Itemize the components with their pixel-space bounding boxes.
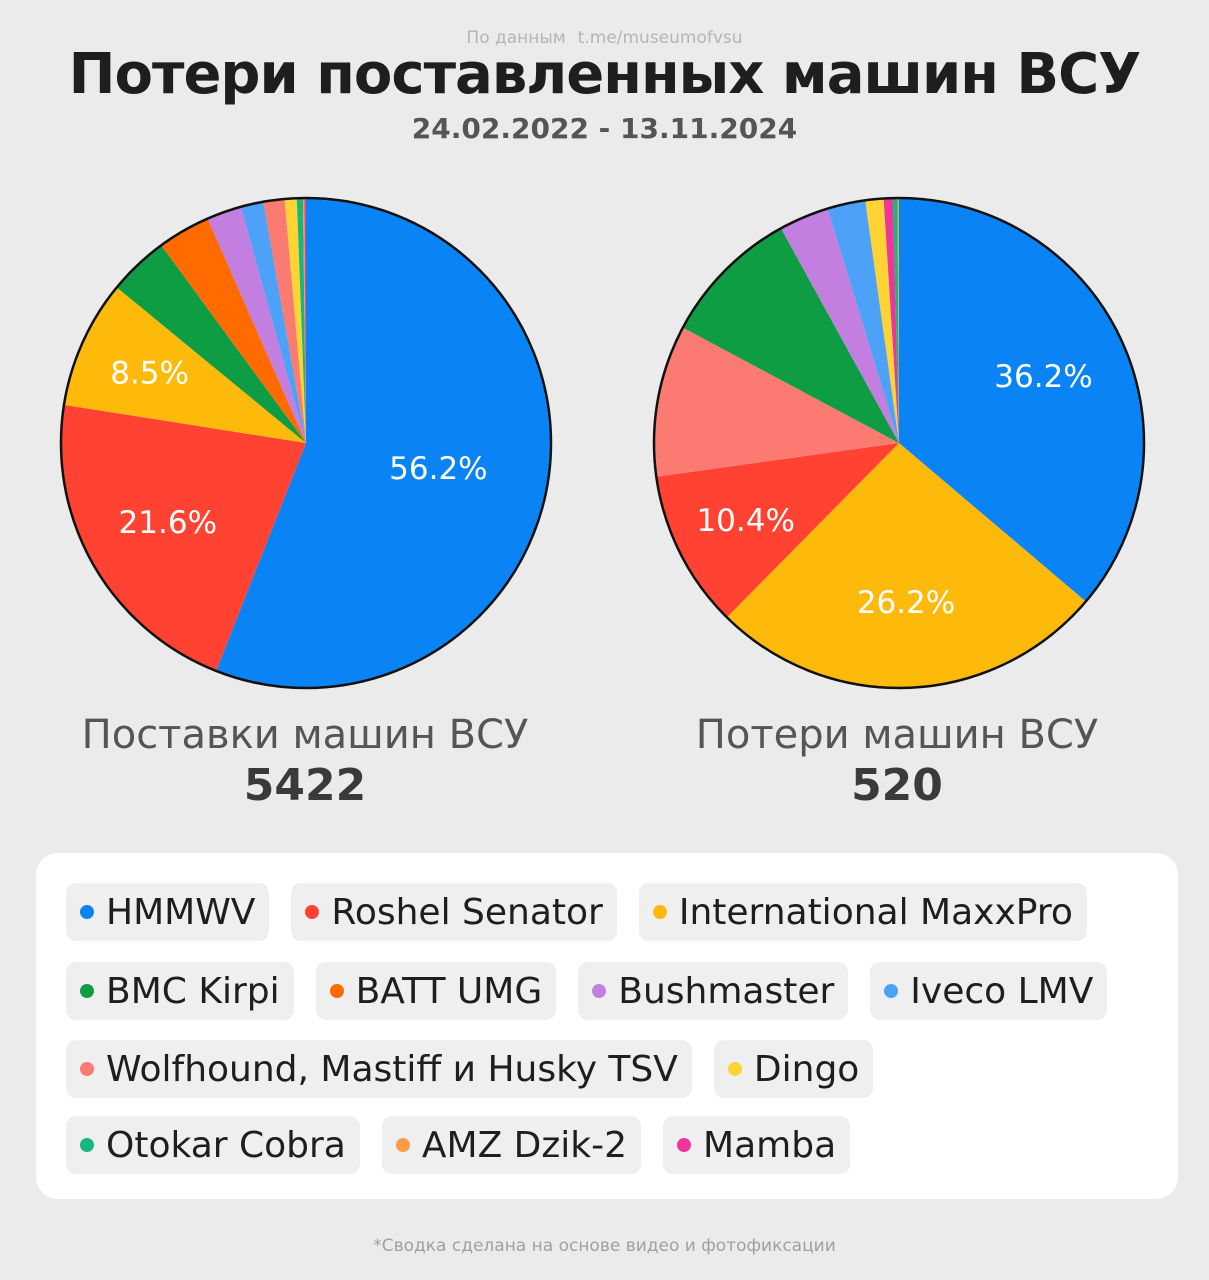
- legend-label: HMMWV: [106, 891, 256, 933]
- pie-slice: [116, 245, 306, 443]
- pie-slice: [302, 198, 306, 443]
- legend-item-roshel-senator: Roshel Senator: [291, 883, 617, 941]
- pie-slice: [240, 201, 306, 443]
- slice-label: 36.2%: [994, 359, 1092, 395]
- legend-item-otokar-cobra: Otokar Cobra: [66, 1116, 360, 1174]
- legend-dot: [677, 1138, 692, 1152]
- legend-dot: [80, 1062, 94, 1076]
- pie-slice: [656, 443, 899, 618]
- pie-slice: [207, 206, 306, 443]
- losses-caption: Потери машин ВСУ 520: [617, 712, 1177, 811]
- legend-dot: [592, 984, 607, 998]
- pie-chart-1: 56.2% 21.6% 8.5%: [59, 196, 553, 690]
- legend-dot: [80, 1138, 94, 1152]
- footnote: *Сводка сделана на основе видео и фотофи…: [373, 1236, 836, 1256]
- legend-dot: [329, 984, 344, 998]
- slice-label: 21.6%: [119, 505, 217, 541]
- pie-slice: [216, 198, 551, 689]
- legend-label: Bushmaster: [618, 970, 835, 1012]
- legend-item-mamba: Mamba: [663, 1116, 851, 1174]
- legend-label: Otokar Cobra: [106, 1124, 346, 1166]
- pie-charts: 56.2% 21.6% 8.5% 36.2% 26.2% 10.4%: [59, 196, 1146, 690]
- legend-item-batt-umg: BATT UMG: [315, 962, 557, 1020]
- pie-slice: [865, 198, 899, 443]
- legend-dot: [80, 905, 94, 919]
- pie-slice: [63, 287, 306, 443]
- source-credit: По данным t.me/museumofvsu: [0, 28, 1209, 48]
- supplied-chart-title: Поставки машин ВСУ: [81, 712, 529, 758]
- date-range: 24.02.2022 - 13.11.2024: [411, 112, 798, 145]
- legend-dot: [305, 905, 320, 919]
- pie-chart-2: 36.2% 26.2% 10.4%: [652, 196, 1146, 690]
- legend-label: Mamba: [703, 1124, 837, 1166]
- legend-label: Iveco LMV: [910, 970, 1094, 1012]
- legend-label: Dingo: [753, 1048, 860, 1090]
- pie-outline: [652, 196, 1146, 690]
- legend-dot: [395, 1138, 410, 1152]
- pie-slice: [682, 228, 899, 443]
- legend-panel: HMMWV Roshel Senator International MaxxP…: [36, 853, 1178, 1199]
- legend-row: HMMWV Roshel Senator International MaxxP…: [66, 883, 1087, 941]
- legend-dot: [884, 984, 899, 998]
- source-link[interactable]: t.me/museumofvsu: [577, 28, 743, 48]
- legend-item-maxxpro: International MaxxPro: [638, 883, 1087, 941]
- legend-dot: [80, 984, 94, 998]
- legend-row: BMC Kirpi BATT UMG Bushmaster Iveco LMV: [66, 962, 1108, 1020]
- legend-label: BMC Kirpi: [106, 970, 280, 1012]
- source-label: По данным: [466, 28, 566, 48]
- pie-slice: [654, 327, 899, 477]
- losses-chart-title: Потери машин ВСУ: [695, 712, 1099, 758]
- pie-slice: [780, 208, 899, 443]
- slice-label: 8.5%: [110, 356, 189, 392]
- page-title: Потери поставленных машин ВСУ: [68, 42, 1142, 107]
- pie-slice: [827, 200, 899, 443]
- pie-slice: [892, 198, 899, 443]
- pie-slice: [263, 198, 306, 443]
- legend-item-amz-dzik-2: AMZ Dzik-2: [381, 1116, 642, 1174]
- supplied-caption: Поставки машин ВСУ 5422: [25, 712, 585, 811]
- legend-row: Wolfhound, Mastiff и Husky TSV Dingo: [66, 1040, 874, 1098]
- pie-slice: [284, 198, 306, 443]
- pie-slice: [296, 198, 306, 443]
- pie-slice: [897, 197, 899, 443]
- legend-label: International MaxxPro: [678, 891, 1073, 933]
- legend-item-iveco-lmv: Iveco LMV: [870, 962, 1108, 1020]
- pie-slice: [899, 198, 1145, 602]
- pie-slice: [304, 197, 306, 443]
- legend-label: AMZ Dzik-2: [421, 1124, 628, 1166]
- legend-item-hmmwv: HMMWV: [66, 883, 270, 941]
- losses-total: 520: [851, 760, 943, 811]
- legend-dot: [652, 905, 667, 919]
- pie-slice: [161, 218, 306, 443]
- legend-item-wolfhound-mastiff-husky: Wolfhound, Mastiff и Husky TSV: [66, 1040, 692, 1098]
- legend-label: Wolfhound, Mastiff и Husky TSV: [106, 1048, 678, 1090]
- legend-item-bmc-kirpi: BMC Kirpi: [66, 962, 294, 1020]
- slice-label: 26.2%: [857, 585, 955, 621]
- legend-label: Roshel Senator: [331, 891, 603, 933]
- slice-label: 56.2%: [389, 451, 487, 487]
- pie-slice: [883, 198, 899, 443]
- legend-item-bushmaster: Bushmaster: [578, 962, 849, 1020]
- slice-label: 10.4%: [696, 503, 794, 539]
- pie-outline: [59, 196, 553, 690]
- pie-slice: [726, 443, 1086, 689]
- legend-label: BATT UMG: [355, 970, 543, 1012]
- legend-row: Otokar Cobra AMZ Dzik-2 Mamba: [66, 1116, 851, 1174]
- legend-dot: [727, 1062, 742, 1076]
- legend-item-dingo: Dingo: [713, 1040, 874, 1098]
- supplied-total: 5422: [243, 760, 367, 811]
